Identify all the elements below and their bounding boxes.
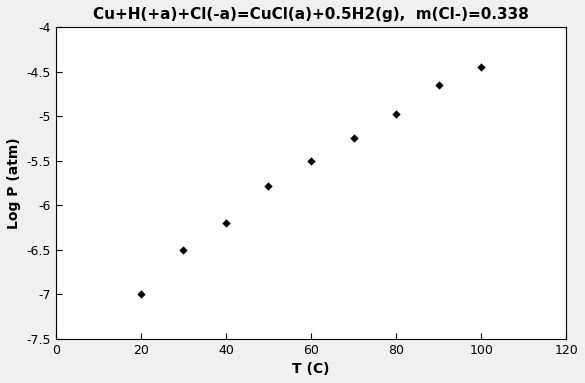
X-axis label: T (C): T (C) [292, 362, 330, 376]
Point [136, 291, 146, 297]
Point [264, 183, 273, 189]
Point [434, 82, 443, 88]
Point [221, 220, 230, 226]
Y-axis label: Log P (atm): Log P (atm) [7, 137, 21, 229]
Point [179, 247, 188, 253]
Title: Cu+H(+a)+Cl(-a)=CuCl(a)+0.5H2(g),  m(Cl-)=0.338: Cu+H(+a)+Cl(-a)=CuCl(a)+0.5H2(g), m(Cl-)… [93, 7, 529, 22]
Point [349, 136, 358, 142]
Point [476, 64, 486, 70]
Point [307, 158, 316, 164]
Point [391, 111, 401, 118]
